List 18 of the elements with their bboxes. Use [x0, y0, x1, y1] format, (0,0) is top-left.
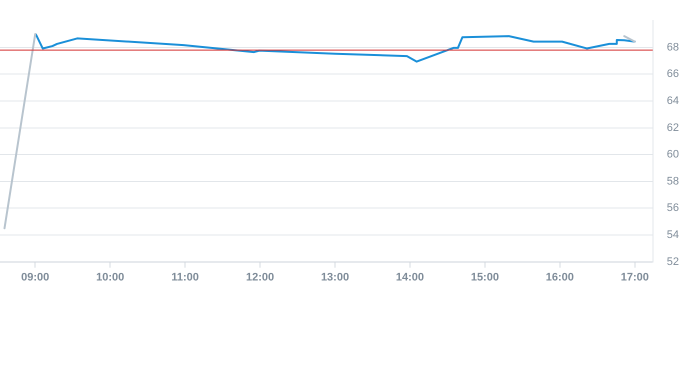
- x-tick-label: 10:00: [96, 271, 124, 284]
- y-tick-label: 68: [666, 41, 680, 54]
- y-tick-label: 60: [666, 148, 680, 161]
- y-tick-label: 64: [666, 95, 680, 108]
- y-tick-label: 58: [666, 175, 680, 188]
- y-tick-label: 62: [666, 122, 680, 134]
- y-tick-label: 56: [666, 202, 680, 214]
- x-tick-label: 11:00: [171, 271, 199, 284]
- x-tick-label: 15:00: [470, 271, 499, 284]
- x-tick-label: 13:00: [320, 271, 350, 284]
- y-tick-label: 66: [666, 68, 680, 80]
- y-tick-label: 54: [666, 229, 680, 242]
- x-tick-label: 12:00: [246, 271, 274, 284]
- y-tick-label: 52: [666, 256, 680, 268]
- x-tick-label: 16:00: [546, 271, 574, 284]
- x-tick-label: 09:00: [21, 271, 50, 284]
- x-tick-label: 14:00: [396, 271, 424, 284]
- x-tick-label: 17:00: [620, 271, 649, 284]
